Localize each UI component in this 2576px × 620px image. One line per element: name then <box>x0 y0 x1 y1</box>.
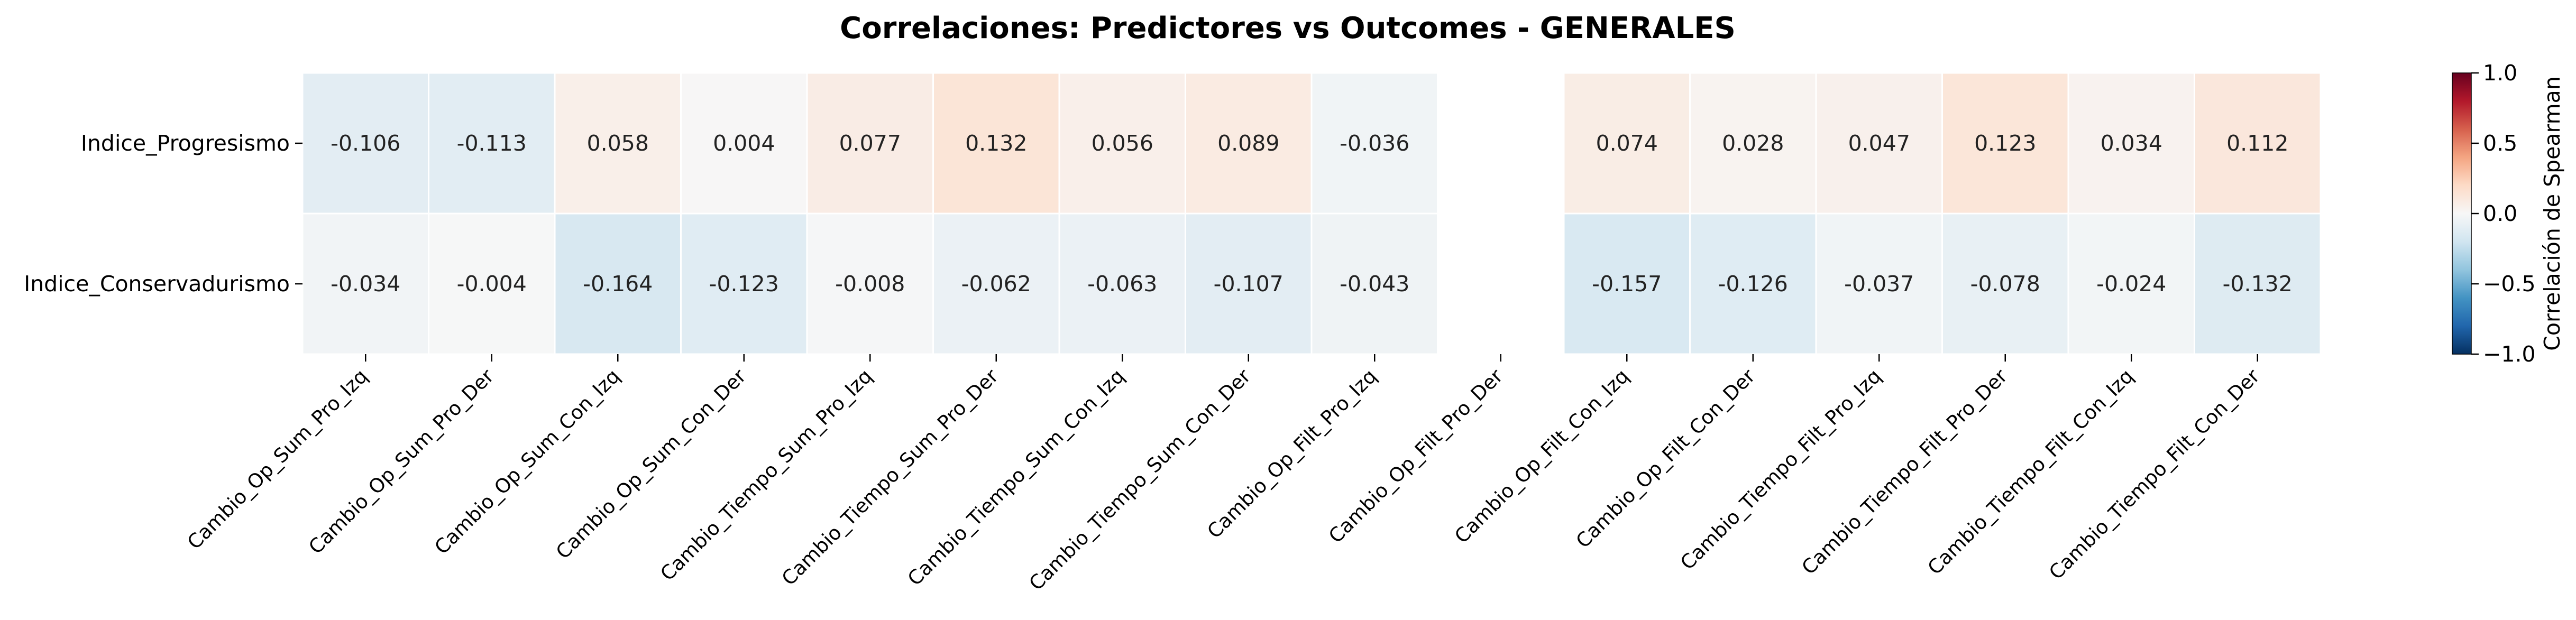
heatmap-cell <box>1563 72 1691 215</box>
heatmap-cell <box>680 212 808 355</box>
colorbar-tick-label: 1.0 <box>2483 60 2517 86</box>
chart-title: Correlaciones: Predictores vs Outcomes -… <box>840 11 1736 45</box>
cell-value-label: -0.123 <box>709 271 779 297</box>
cell-value-label: 0.028 <box>1722 131 1784 156</box>
cell-value-label: -0.078 <box>1970 271 2040 297</box>
heatmap-cell <box>680 72 808 215</box>
colorbar-gradient <box>2452 72 2472 355</box>
cell-value-label: 0.123 <box>1974 131 2036 156</box>
heatmap-cell <box>554 72 682 215</box>
heatmap-cell <box>301 72 429 215</box>
cell-value-label: -0.004 <box>457 271 527 297</box>
heatmap-cell <box>1815 72 1943 215</box>
heatmap-cell <box>1815 212 1943 355</box>
cell-value-label: -0.034 <box>331 271 400 297</box>
cell-value-label: 0.112 <box>2226 131 2288 156</box>
x-tick-label: Cambio_Tiempo_Filt_Con_Der <box>2045 364 2264 584</box>
cell-value-label: -0.106 <box>331 131 400 156</box>
cell-value-label: -0.164 <box>583 271 653 297</box>
colorbar-tick-label: 0.5 <box>2483 131 2517 156</box>
heatmap-cell <box>932 212 1060 355</box>
x-tick-label: Cambio_Tiempo_Sum_Pro_Izq <box>656 365 876 585</box>
cell-value-label: -0.157 <box>1592 271 1662 297</box>
x-tick-label: Cambio_Tiempo_Filt_Pro_Der <box>1798 364 2012 579</box>
cell-value-label: 0.034 <box>2101 131 2162 156</box>
heatmap-cell <box>1310 212 1438 355</box>
x-tick-label: Cambio_Tiempo_Filt_Pro_Izq <box>1676 365 1886 575</box>
heatmap-cell <box>2067 212 2195 355</box>
heatmap-cell <box>1941 72 2069 215</box>
cell-value-label: 0.058 <box>587 131 649 156</box>
heatmap-cell <box>554 212 682 355</box>
x-tick-label: Cambio_Tiempo_Sum_Con_Der <box>1025 364 1255 595</box>
colorbar-ticks: 1.0 0.5 0.0 −0.5 −1.0 <box>2471 60 2536 367</box>
heatmap-cell <box>1941 212 2069 355</box>
heatmap-cell <box>1185 72 1313 215</box>
x-tick-label: Cambio_Tiempo_Filt_Con_Izq <box>1923 365 2138 579</box>
cell-value-label: -0.008 <box>835 271 905 297</box>
cell-value-label: 0.047 <box>1848 131 1910 156</box>
cell-value-label: -0.036 <box>1340 131 1409 156</box>
colorbar-tick-label: −1.0 <box>2483 341 2536 367</box>
cell-value-label: -0.062 <box>961 271 1031 297</box>
heatmap-cell <box>806 212 934 355</box>
heatmap-cell <box>1185 212 1313 355</box>
cell-value-label: -0.063 <box>1087 271 1157 297</box>
heatmap-cells: -0.106 -0.113 0.058 0.004 0.077 0.132 0.056 0.0… <box>301 72 2322 355</box>
colorbar-tick-label: −0.5 <box>2483 271 2536 297</box>
cell-value-label: -0.132 <box>2223 271 2293 297</box>
heatmap-cell <box>2194 212 2322 355</box>
colorbar: 1.0 0.5 0.0 −0.5 −1.0 Correlación de Spearma… <box>2452 60 2565 367</box>
cell-value-label: -0.037 <box>1844 271 1914 297</box>
cell-value-label: -0.113 <box>457 131 527 156</box>
heatmap-cell <box>428 212 556 355</box>
cell-value-label: 0.089 <box>1217 131 1279 156</box>
heatmap-cell <box>2194 72 2322 215</box>
y-tick-label: Indice_Conservadurismo <box>24 271 290 297</box>
cell-value-label: 0.077 <box>839 131 901 156</box>
x-tick-label: Cambio_Tiempo_Sum_Pro_Der <box>777 364 1003 590</box>
heatmap-cell <box>428 72 556 215</box>
cell-value-label: 0.132 <box>965 131 1027 156</box>
cell-value-label: -0.126 <box>1718 271 1788 297</box>
cell-value-label: -0.107 <box>1214 271 1284 297</box>
x-tick-labels: Cambio_Op_Sum_Pro_IzqCambio_Op_Sum_Pro_D… <box>183 354 2265 595</box>
y-tick-label: Indice_Progresismo <box>81 131 290 156</box>
heatmap-cell <box>1058 212 1186 355</box>
colorbar-label: Correlación de Spearman <box>2540 76 2565 350</box>
cell-value-label: -0.024 <box>2096 271 2166 297</box>
cell-value-label: 0.004 <box>713 131 775 156</box>
y-tick-labels: Indice_Progresismo Indice_Conservadurismo <box>24 131 302 297</box>
cell-value-label: 0.074 <box>1596 131 1658 156</box>
heatmap-cell <box>1563 212 1691 355</box>
heatmap-cell <box>932 72 1060 215</box>
heatmap-cell <box>806 72 934 215</box>
colorbar-tick-label: 0.0 <box>2483 201 2517 226</box>
cell-value-label: 0.056 <box>1092 131 1153 156</box>
cell-value-label: -0.043 <box>1340 271 1409 297</box>
heatmap-cell <box>2067 72 2195 215</box>
x-tick-label: Cambio_Tiempo_Sum_Con_Izq <box>903 365 1129 590</box>
